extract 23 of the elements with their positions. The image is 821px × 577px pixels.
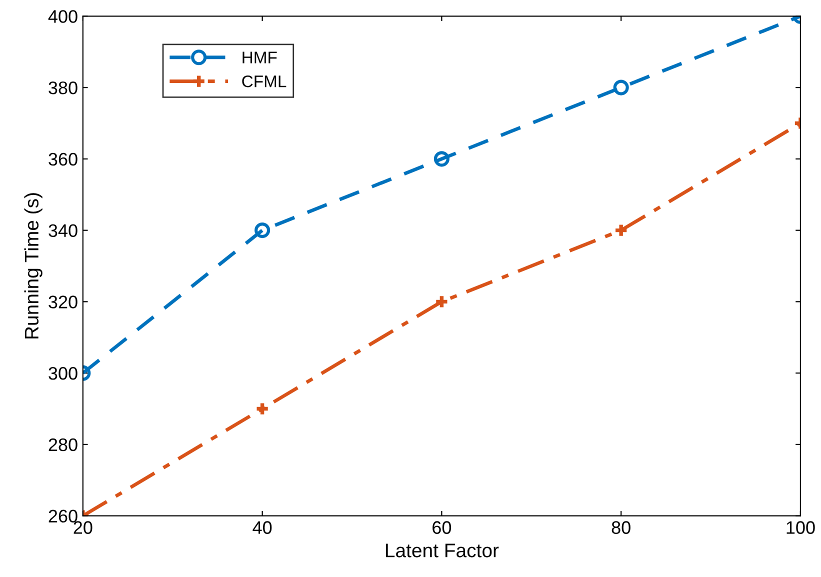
y-tick-label: 380 [48,81,78,94]
y-axis-title: Running Time (s) [24,193,42,338]
point [256,403,268,414]
legend-label: CFML [242,75,286,88]
y-tick-label: 400 [48,10,78,23]
y-tick-label: 280 [48,438,78,452]
point [434,151,450,167]
y-tick-label: 320 [48,296,78,308]
y-tick-label: 300 [48,367,78,380]
legend-label: HMF [242,52,277,64]
x-tick-label: 100 [786,521,815,534]
x-axis-title: Latent Factor [386,544,499,558]
point [254,222,270,238]
x-tick-label: 80 [612,521,630,534]
y-tick-label: 360 [48,152,78,166]
y-tick-label: 340 [48,224,78,238]
point [613,80,629,96]
point [616,224,627,236]
y-tick-label: 260 [48,510,78,523]
x-tick-label: 40 [252,521,272,534]
x-tick-label: 20 [74,521,92,534]
x-tick-label: 60 [432,521,452,534]
point [436,296,448,308]
